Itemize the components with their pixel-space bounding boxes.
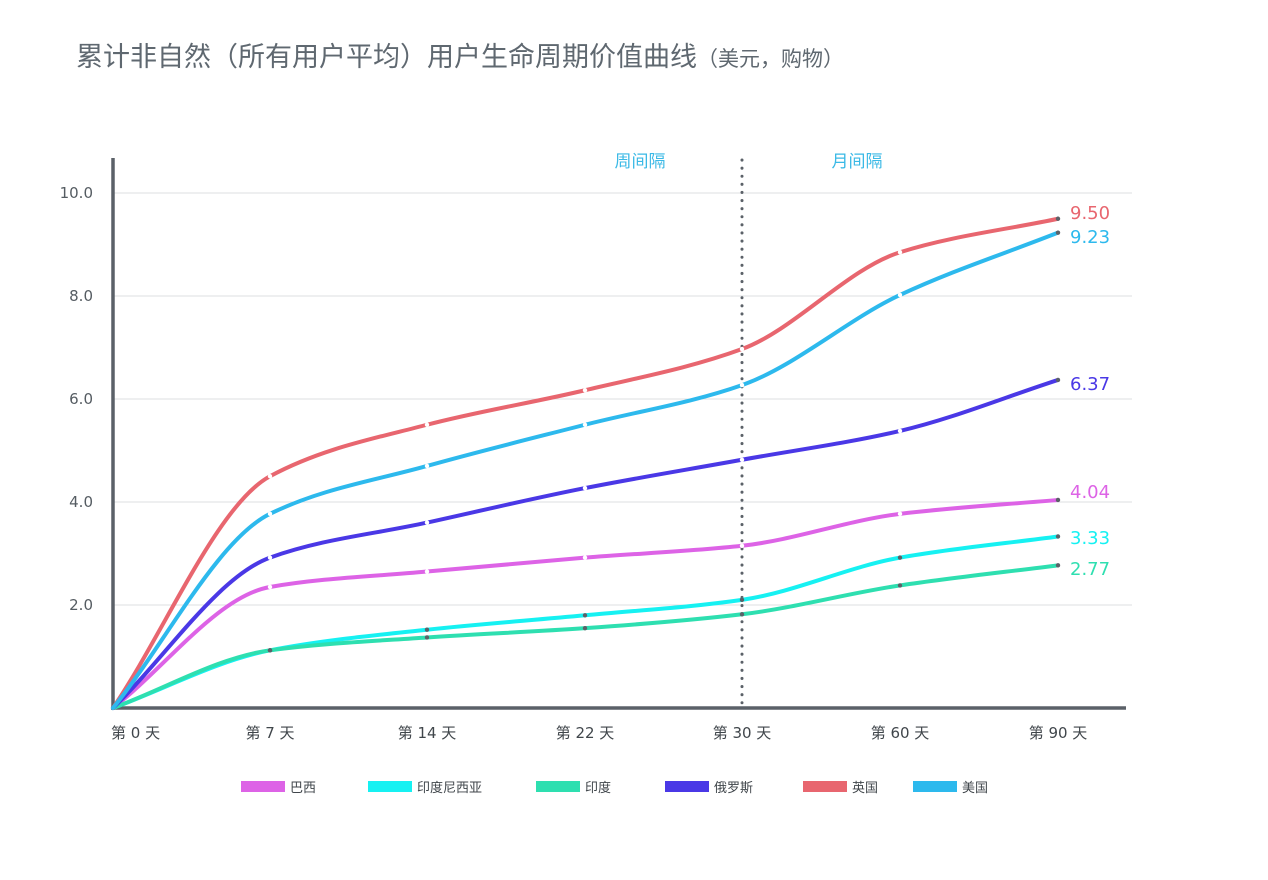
legend-swatch-5 <box>913 781 957 792</box>
end-label-5: 9.23 <box>1070 227 1110 248</box>
series-end-labels: 4.04 3.33 2.77 6.37 9.50 9.23 <box>1070 203 1110 580</box>
series-5-point-5 <box>897 292 903 298</box>
series-1-point-4 <box>739 597 745 603</box>
series-5-point-4 <box>739 382 745 388</box>
series-1-point-3 <box>582 613 588 618</box>
series-line-5 <box>111 230 1060 710</box>
series-3-point-2 <box>424 520 430 525</box>
legend-label-0: 巴西 <box>290 781 316 796</box>
grid-lines <box>113 192 1132 606</box>
series-line-1 <box>111 534 1060 710</box>
series-3-point-5 <box>897 428 903 434</box>
series-2-point-4 <box>739 612 745 617</box>
x-tick-label-0: 第 0 天 <box>111 724 160 742</box>
x-tick-label-4: 第 30 天 <box>713 724 772 742</box>
end-label-0: 4.04 <box>1070 482 1110 503</box>
legend-swatch-3 <box>665 781 709 792</box>
series-1-point-2 <box>424 627 430 632</box>
series-3-point-1 <box>267 555 273 560</box>
series-0-point-4 <box>739 543 745 548</box>
series-0-point-1 <box>267 584 273 590</box>
x-tick-label-1: 第 7 天 <box>245 724 294 742</box>
end-label-1: 3.33 <box>1070 528 1110 549</box>
series-2-point-3 <box>582 625 588 631</box>
series-4-point-4 <box>739 346 745 352</box>
y-axis-ticks: 2.0 4.0 6.0 8.0 10.0 <box>60 184 93 614</box>
series-markers <box>267 216 1061 653</box>
series-0-point-6 <box>1055 497 1061 503</box>
series-2-point-1 <box>267 648 273 653</box>
series-line-2 <box>111 563 1060 710</box>
series-2-point-6 <box>1055 563 1061 568</box>
series-4-point-1 <box>267 474 273 479</box>
x-tick-label-5: 第 60 天 <box>871 724 930 742</box>
series-0-point-2 <box>424 569 430 574</box>
series-lines <box>111 216 1060 710</box>
y-tick-label-3: 8.0 <box>69 287 93 305</box>
series-0-point-3 <box>582 555 588 560</box>
legend-label-5: 美国 <box>962 781 988 796</box>
legend-swatch-4 <box>803 781 847 792</box>
x-tick-label-6: 第 90 天 <box>1029 724 1088 742</box>
x-axis-ticks: 第 0 天 第 7 天 第 14 天 第 22 天 第 30 天 第 60 天 第 90 天 <box>111 724 1087 742</box>
axes <box>111 158 1126 710</box>
chart-title-sub: （美元，购物） <box>697 47 844 71</box>
series-line-3 <box>111 377 1060 710</box>
legend-label-1: 印度尼西亚 <box>417 780 482 796</box>
series-4-point-3 <box>582 388 588 393</box>
series-5-point-1 <box>267 511 273 517</box>
series-5-point-6 <box>1055 230 1061 235</box>
y-tick-label-2: 6.0 <box>69 390 93 408</box>
y-tick-label-0: 2.0 <box>69 596 93 614</box>
end-label-2: 2.77 <box>1070 559 1110 580</box>
region-label-weekly: 周间隔 <box>615 152 666 172</box>
legend-swatch-2 <box>536 781 580 792</box>
legend: 巴西 印度尼西亚 印度 俄罗斯 英国 美国 <box>241 780 988 796</box>
legend-swatch-0 <box>241 781 285 792</box>
end-label-3: 6.37 <box>1070 374 1110 395</box>
region-label-monthly: 月间隔 <box>832 152 883 172</box>
series-2-point-5 <box>897 583 903 588</box>
series-4-point-5 <box>897 250 903 255</box>
y-tick-label-1: 4.0 <box>69 493 93 511</box>
chart-title: 累计非自然（所有用户平均）用户生命周期价值曲线（美元，购物） <box>76 42 844 73</box>
series-5-point-2 <box>424 463 430 469</box>
legend-label-2: 印度 <box>585 780 611 796</box>
series-5-point-3 <box>582 422 588 427</box>
end-label-4: 9.50 <box>1070 203 1110 224</box>
series-2-point-2 <box>424 635 430 640</box>
y-tick-label-4: 10.0 <box>60 184 93 202</box>
x-tick-label-3: 第 22 天 <box>556 724 615 742</box>
series-3-point-3 <box>582 485 588 491</box>
series-3-point-4 <box>739 457 745 462</box>
legend-label-4: 英国 <box>852 781 878 796</box>
series-line-4 <box>111 216 1060 710</box>
series-0-point-5 <box>897 511 903 517</box>
series-3-point-6 <box>1055 377 1061 383</box>
series-4-point-6 <box>1055 216 1061 221</box>
legend-swatch-1 <box>368 781 412 792</box>
series-line-0 <box>111 497 1060 710</box>
x-tick-label-2: 第 14 天 <box>398 724 457 742</box>
chart-title-main: 累计非自然（所有用户平均）用户生命周期价值曲线 <box>76 42 697 73</box>
series-4-point-2 <box>424 422 430 427</box>
series-1-point-6 <box>1055 534 1061 539</box>
series-1-point-5 <box>897 555 903 560</box>
legend-label-3: 俄罗斯 <box>714 781 753 796</box>
